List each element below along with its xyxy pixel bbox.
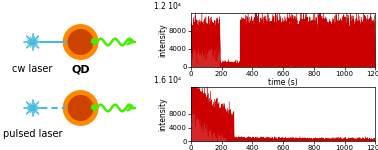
X-axis label: time (s): time (s) <box>268 78 298 87</box>
Text: pulsed laser: pulsed laser <box>3 129 62 139</box>
Y-axis label: intensity: intensity <box>158 23 167 57</box>
Text: 1.2 10⁴: 1.2 10⁴ <box>154 2 181 11</box>
Y-axis label: intensity: intensity <box>158 97 167 131</box>
Text: cw laser: cw laser <box>12 64 53 75</box>
Circle shape <box>64 25 98 59</box>
Circle shape <box>68 96 93 120</box>
Circle shape <box>64 91 98 125</box>
Text: 1.6 10⁴: 1.6 10⁴ <box>154 76 181 85</box>
Circle shape <box>68 30 93 54</box>
Text: QD: QD <box>71 64 90 75</box>
